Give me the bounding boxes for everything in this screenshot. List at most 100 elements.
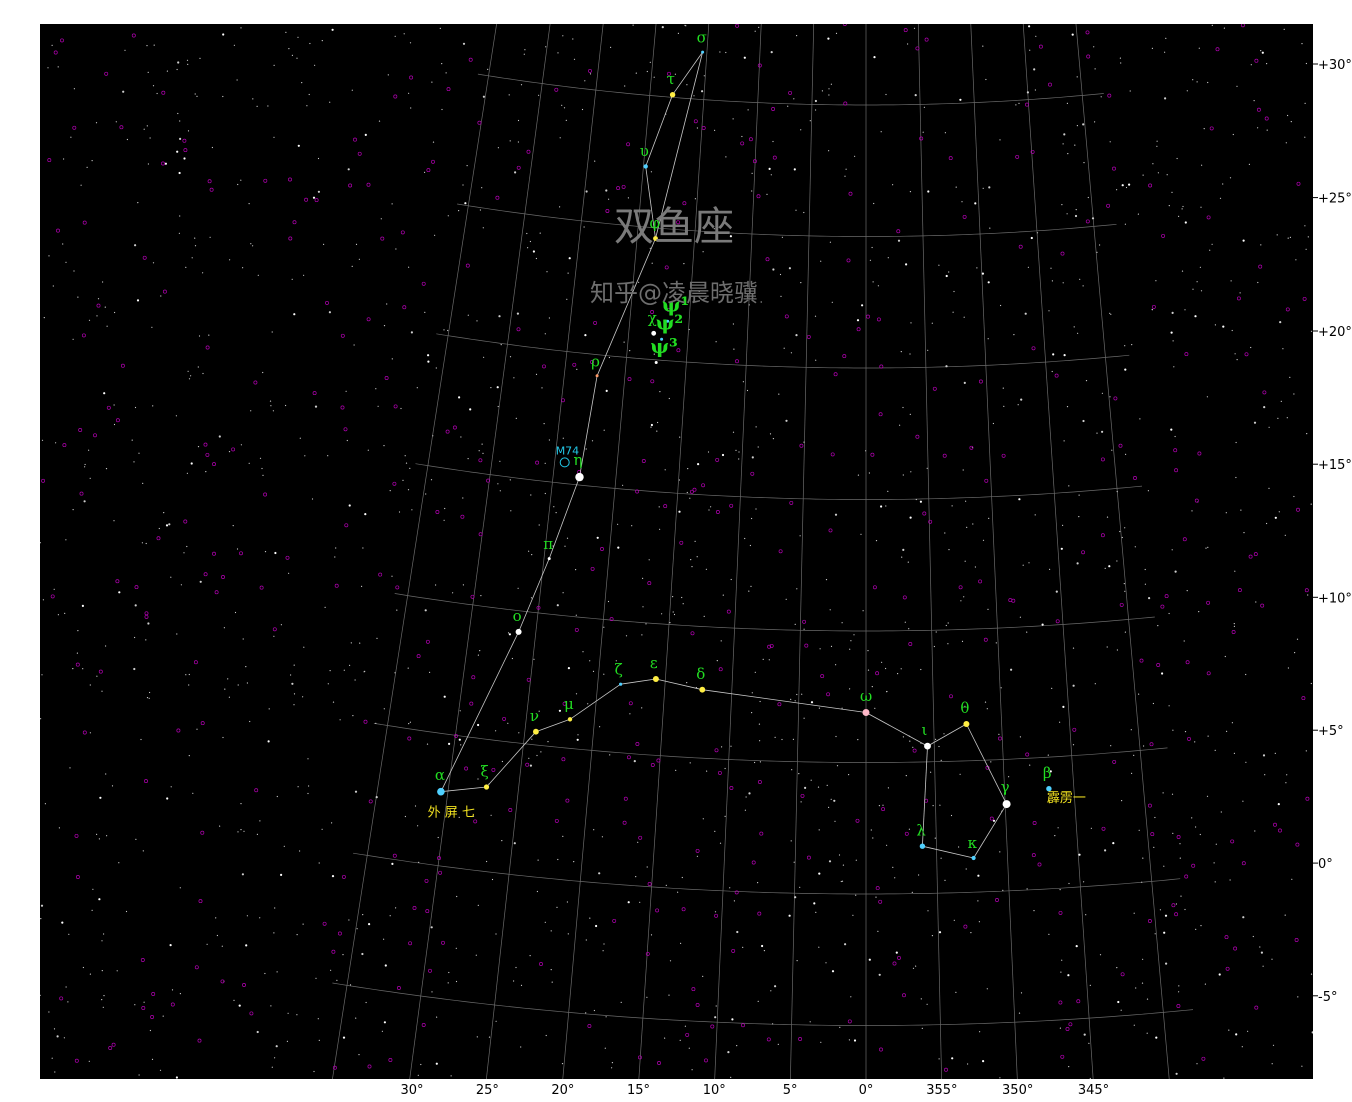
field-star <box>1194 741 1196 743</box>
galaxy-marker <box>200 721 205 726</box>
galaxy-marker <box>56 228 60 233</box>
star-label-chi: χ <box>648 309 657 327</box>
star-label-upsilon: υ <box>640 142 649 160</box>
field-star <box>748 590 750 592</box>
field-star <box>899 424 901 426</box>
field-star <box>429 671 431 674</box>
field-star <box>140 738 142 741</box>
galaxy-marker <box>292 220 297 225</box>
galaxy-marker <box>421 1023 426 1027</box>
field-star <box>1252 935 1254 938</box>
field-star <box>187 130 190 132</box>
field-star <box>477 654 479 656</box>
field-star <box>617 546 620 549</box>
field-star <box>187 63 189 65</box>
galaxy-marker <box>701 483 706 488</box>
field-star <box>252 245 254 247</box>
star-label-nu: ν <box>530 707 539 725</box>
galaxy-marker <box>1086 54 1091 59</box>
field-star <box>72 509 74 511</box>
dec-tick-label: -5° <box>1318 990 1337 1005</box>
galaxy-marker <box>1038 44 1043 49</box>
field-star <box>872 281 874 283</box>
galaxy-marker <box>750 471 755 476</box>
field-star <box>1215 843 1217 845</box>
field-star <box>642 577 644 580</box>
field-star <box>798 773 800 775</box>
field-star <box>407 667 409 669</box>
field-star <box>459 710 461 712</box>
field-star <box>779 273 782 276</box>
galaxy-marker <box>437 856 441 861</box>
star-label-psi2: ψ² <box>656 311 684 335</box>
galaxy-marker <box>516 165 521 170</box>
field-star <box>296 57 298 59</box>
field-star <box>877 285 880 287</box>
field-star <box>783 347 785 349</box>
galaxy-marker <box>1133 476 1137 480</box>
field-star <box>1157 172 1159 174</box>
galaxy-marker <box>647 882 652 886</box>
field-star <box>156 92 158 95</box>
field-star <box>814 99 818 103</box>
field-star <box>646 70 648 73</box>
field-star <box>988 186 991 189</box>
field-star <box>741 135 743 138</box>
field-star <box>1048 310 1050 312</box>
field-star <box>743 56 746 59</box>
field-star <box>408 723 410 725</box>
field-star <box>715 341 717 343</box>
field-star <box>744 537 746 540</box>
field-star <box>1229 177 1232 179</box>
field-star <box>1062 143 1064 145</box>
field-star <box>736 930 739 934</box>
field-star <box>696 855 699 857</box>
field-star <box>1139 418 1141 420</box>
field-star <box>1236 359 1238 361</box>
galaxy-marker <box>288 177 292 182</box>
galaxy-marker <box>393 94 398 99</box>
field-star <box>188 684 190 686</box>
star-epsilon <box>652 676 659 682</box>
field-star <box>1106 646 1108 648</box>
field-star <box>443 519 445 521</box>
field-star <box>922 131 924 133</box>
galaxy-marker <box>445 429 450 434</box>
field-star <box>52 285 54 287</box>
field-star <box>761 944 764 948</box>
galaxy-marker <box>194 965 199 970</box>
field-star <box>1068 882 1070 885</box>
field-star <box>149 691 151 694</box>
galaxy-marker <box>605 209 610 213</box>
galaxy-marker <box>554 87 559 92</box>
field-star <box>1049 770 1052 773</box>
field-star <box>595 924 598 928</box>
field-star <box>720 640 722 642</box>
star-omicron <box>515 628 522 635</box>
field-star <box>1083 881 1085 883</box>
field-star <box>113 520 115 522</box>
star-pi <box>547 557 551 561</box>
field-star <box>1109 312 1111 314</box>
field-star <box>1089 1077 1091 1079</box>
galaxy-marker <box>1254 1005 1259 1010</box>
field-star <box>836 765 839 767</box>
field-star <box>672 611 674 613</box>
galaxy-marker <box>435 510 440 514</box>
field-star <box>1284 914 1286 916</box>
field-star <box>102 1006 104 1008</box>
field-star <box>1260 951 1263 954</box>
galaxy-marker <box>554 818 559 823</box>
field-star <box>815 911 817 914</box>
field-star <box>664 1037 666 1039</box>
field-star <box>293 693 296 695</box>
star-label-iota: ι <box>922 721 928 739</box>
field-star <box>237 684 239 686</box>
field-star <box>297 36 299 38</box>
field-star <box>395 907 397 909</box>
galaxy-marker <box>144 611 149 616</box>
field-star <box>895 951 898 954</box>
field-star <box>102 281 104 283</box>
field-star <box>861 304 864 307</box>
field-star <box>926 467 928 469</box>
